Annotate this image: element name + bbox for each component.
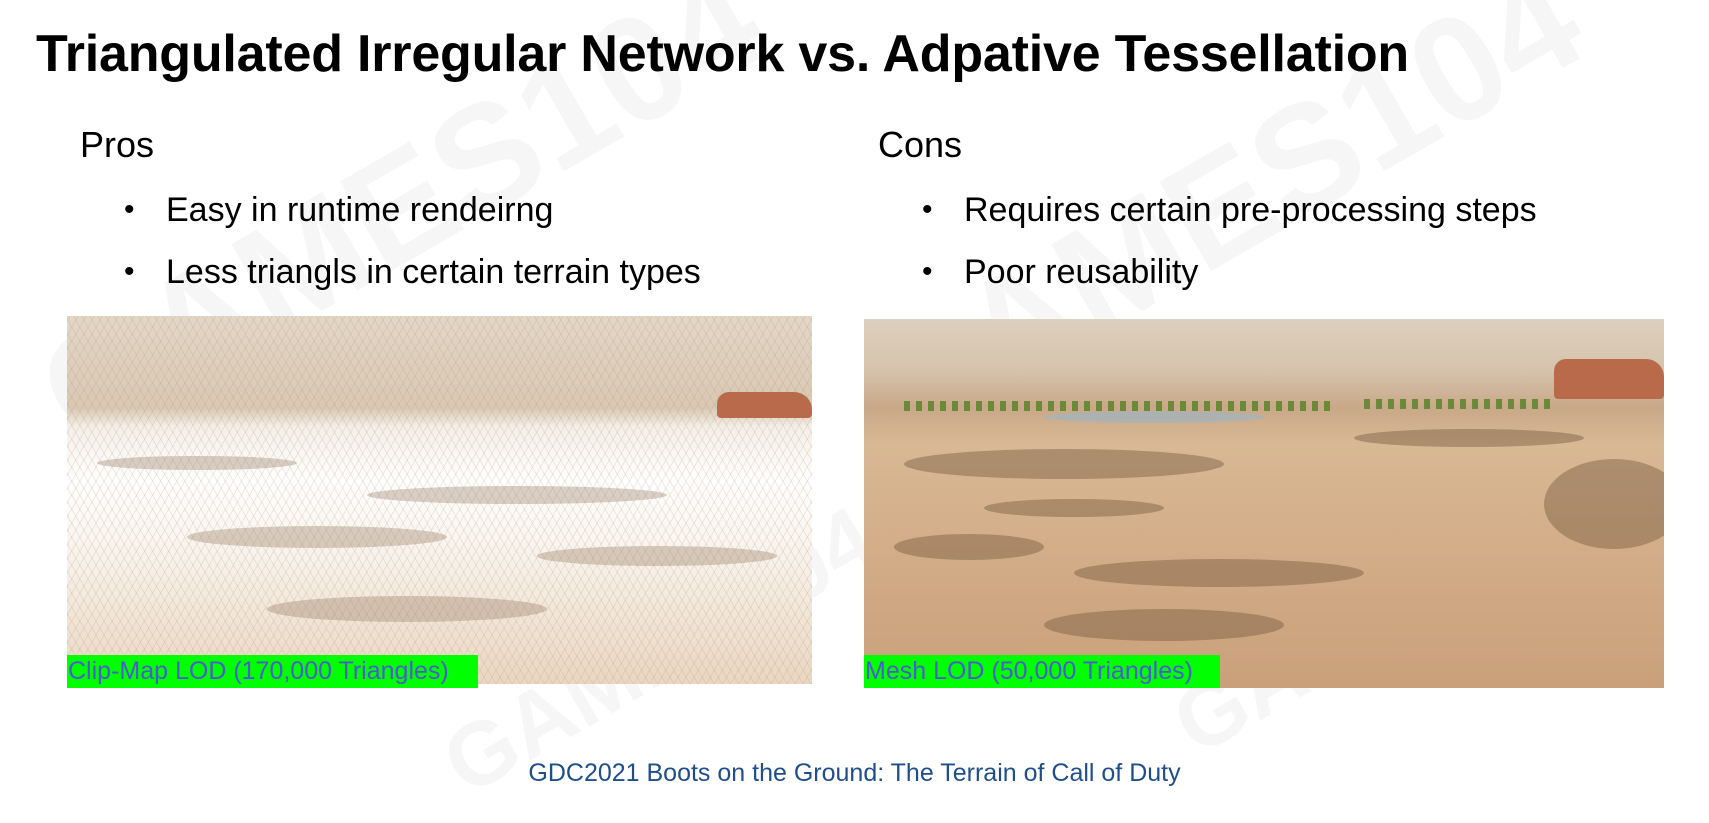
bullet-icon: • — [124, 193, 135, 226]
mesh-caption: Mesh LOD (50,000 Triangles) — [864, 655, 1220, 688]
dune-shadow — [904, 449, 1224, 479]
dune-shadow — [537, 546, 777, 566]
list-item-text: Easy in runtime rendeirng — [166, 191, 554, 229]
palm-trees — [1364, 399, 1554, 409]
dune-shadow — [1044, 609, 1284, 641]
dune-shadow — [1354, 429, 1584, 447]
dune-shadow — [1074, 559, 1364, 587]
rock-formation — [717, 392, 812, 418]
list-item: • Easy in runtime rendeirng — [124, 190, 701, 252]
mesh-terrain-image — [864, 319, 1664, 688]
list-item: • Poor reusability — [922, 252, 1537, 314]
bullet-icon: • — [922, 193, 933, 226]
dune-shadow — [97, 456, 297, 470]
dune-shadow — [367, 486, 667, 504]
dune-shadow — [984, 499, 1164, 517]
cons-heading: Cons — [878, 124, 963, 165]
source-citation: GDC2021 Boots on the Ground: The Terrain… — [528, 759, 1181, 787]
dune-shadow — [894, 534, 1044, 560]
pros-heading: Pros — [80, 124, 155, 165]
oasis-water — [1044, 411, 1264, 423]
bullet-icon: • — [124, 255, 135, 288]
pros-list: • Easy in runtime rendeirng • Less trian… — [124, 190, 701, 314]
list-item-text: Requires certain pre-processing steps — [964, 191, 1537, 229]
list-item-text: Less triangls in certain terrain types — [166, 253, 701, 291]
dune-shadow — [1544, 459, 1664, 549]
cons-list: • Requires certain pre-processing steps … — [922, 190, 1537, 314]
clipmap-terrain-image — [67, 316, 812, 684]
list-item: • Requires certain pre-processing steps — [922, 190, 1537, 252]
dune-shadow — [267, 596, 547, 622]
rock-formation — [1554, 359, 1664, 399]
list-item-text: Poor reusability — [964, 253, 1199, 291]
palm-trees — [904, 401, 1334, 411]
clipmap-caption: Clip-Map LOD (170,000 Triangles) — [67, 655, 478, 688]
dune-shadow — [187, 526, 447, 548]
list-item: • Less triangls in certain terrain types — [124, 252, 701, 314]
bullet-icon: • — [922, 255, 933, 288]
slide-title: Triangulated Irregular Network vs. Adpat… — [36, 25, 1409, 83]
